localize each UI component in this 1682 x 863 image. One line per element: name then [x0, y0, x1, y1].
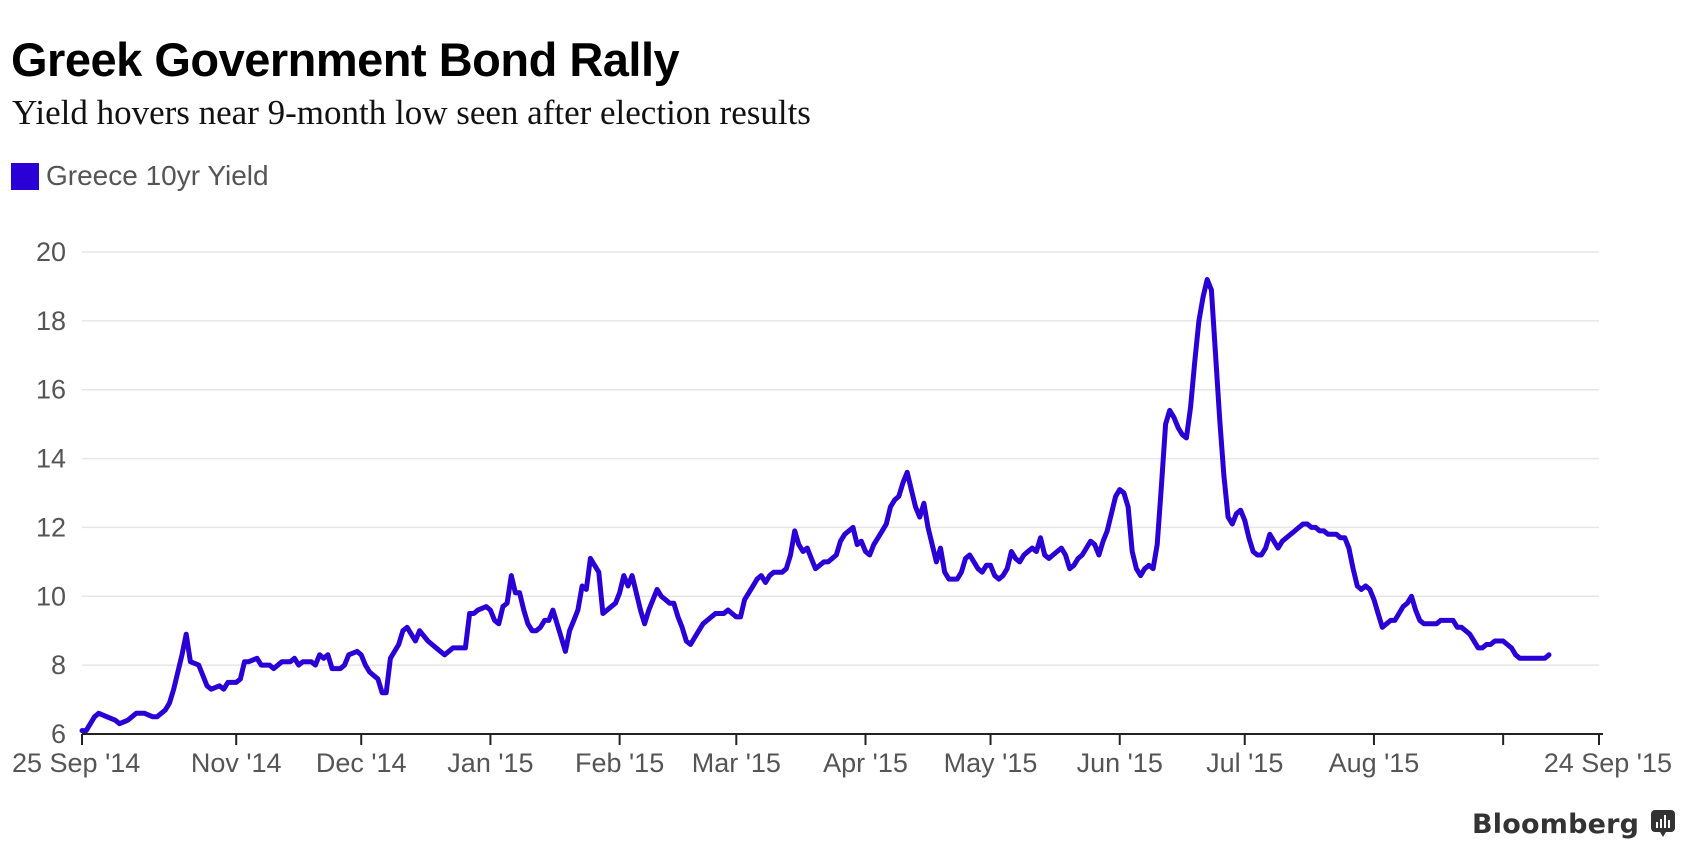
legend: Greece 10yr Yield	[11, 160, 269, 191]
y-tick-label: 20	[36, 237, 66, 267]
bloomberg-chart-bubble-icon	[1651, 810, 1676, 837]
x-tick-label: Jul '15	[1206, 748, 1283, 778]
x-tick-label: 25 Sep '14	[12, 748, 140, 778]
x-tick-label: Apr '15	[823, 748, 908, 778]
y-tick-label: 16	[36, 375, 66, 405]
legend-swatch-icon	[11, 162, 39, 190]
x-tick-label: Jun '15	[1077, 748, 1163, 778]
series-layer	[79, 277, 1552, 734]
y-tick-label: 8	[51, 650, 66, 680]
y-tick-label: 12	[36, 512, 66, 542]
x-tick-label: 24 Sep '15	[1544, 748, 1672, 778]
y-tick-label: 6	[51, 719, 66, 749]
legend-label: Greece 10yr Yield	[46, 160, 269, 191]
bloomberg-logo: Bloomberg	[1472, 806, 1676, 842]
x-tick-label: May '15	[944, 748, 1038, 778]
brand-name: Bloomberg	[1472, 808, 1640, 840]
series-line-greece-10yr-yield	[79, 277, 1552, 734]
x-tick-label: Jan '15	[447, 748, 533, 778]
chart-subtitle: Yield hovers near 9-month low seen after…	[12, 93, 811, 132]
y-tick-label: 10	[36, 581, 66, 611]
x-tick-label: Feb '15	[575, 748, 664, 778]
x-tick-label: Mar '15	[692, 748, 781, 778]
x-tick-label: Dec '14	[316, 748, 407, 778]
x-tick-label: Aug '15	[1329, 748, 1420, 778]
y-tick-label: 18	[36, 306, 66, 336]
x-axis: 25 Sep '14 Nov '14 Dec '14 Jan '15 Feb '15 Ma…	[12, 733, 1672, 778]
y-tick-label: 14	[36, 444, 66, 474]
x-tick-label: Nov '14	[191, 748, 282, 778]
line-chart: 6 8 10 12 14 16 18 20 25 Sep '14 Nov '14 Dec '14 J…	[12, 237, 1672, 778]
chart-title: Greek Government Bond Rally	[11, 33, 680, 86]
gridlines	[82, 251, 1599, 666]
y-axis-ticks: 6 8 10 12 14 16 18 20	[36, 237, 66, 749]
